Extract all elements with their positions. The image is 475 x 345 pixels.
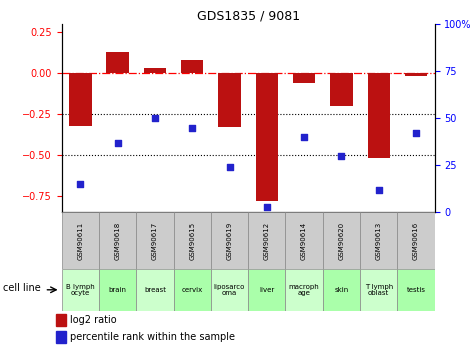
Bar bbox=[56, 314, 66, 326]
Bar bbox=[62, 269, 99, 310]
Text: macroph
age: macroph age bbox=[289, 284, 320, 296]
Bar bbox=[136, 269, 173, 310]
Text: brain: brain bbox=[109, 287, 127, 293]
Text: GSM90611: GSM90611 bbox=[77, 221, 84, 260]
Bar bbox=[144, 68, 166, 73]
Bar bbox=[256, 73, 278, 201]
Text: GSM90613: GSM90613 bbox=[376, 221, 382, 260]
Bar bbox=[330, 73, 352, 106]
Title: GDS1835 / 9081: GDS1835 / 9081 bbox=[197, 10, 300, 23]
Text: breast: breast bbox=[144, 287, 166, 293]
Text: skin: skin bbox=[334, 287, 349, 293]
Bar bbox=[397, 212, 435, 269]
Bar bbox=[136, 212, 173, 269]
Text: GSM90619: GSM90619 bbox=[227, 221, 233, 260]
Text: GSM90614: GSM90614 bbox=[301, 221, 307, 260]
Text: liver: liver bbox=[259, 287, 275, 293]
Text: GSM90616: GSM90616 bbox=[413, 221, 419, 260]
Text: GSM90618: GSM90618 bbox=[114, 221, 121, 260]
Point bbox=[263, 204, 271, 209]
Point bbox=[151, 115, 159, 121]
Bar bbox=[248, 269, 285, 310]
Text: testis: testis bbox=[407, 287, 426, 293]
Bar bbox=[293, 73, 315, 83]
Text: B lymph
ocyte: B lymph ocyte bbox=[66, 284, 95, 296]
Bar bbox=[323, 269, 360, 310]
Bar bbox=[360, 212, 397, 269]
Bar bbox=[211, 212, 248, 269]
Bar bbox=[218, 73, 241, 127]
Bar bbox=[99, 269, 136, 310]
Bar bbox=[62, 212, 99, 269]
Bar bbox=[174, 212, 211, 269]
Point bbox=[412, 130, 420, 136]
Bar bbox=[174, 269, 211, 310]
Bar bbox=[405, 73, 427, 77]
Bar bbox=[397, 269, 435, 310]
Point bbox=[114, 140, 122, 145]
Bar bbox=[360, 269, 397, 310]
Bar bbox=[99, 212, 136, 269]
Text: liposarco
oma: liposarco oma bbox=[214, 284, 245, 296]
Text: cell line: cell line bbox=[3, 283, 41, 293]
Text: GSM90617: GSM90617 bbox=[152, 221, 158, 260]
Point bbox=[226, 164, 233, 170]
Text: GSM90615: GSM90615 bbox=[189, 221, 195, 260]
Text: GSM90620: GSM90620 bbox=[338, 221, 344, 260]
Point bbox=[76, 181, 84, 187]
Point bbox=[189, 125, 196, 130]
Bar bbox=[56, 331, 66, 343]
Point bbox=[300, 134, 308, 140]
Bar bbox=[368, 73, 390, 158]
Text: T lymph
oblast: T lymph oblast bbox=[365, 284, 393, 296]
Point bbox=[375, 187, 382, 193]
Bar bbox=[106, 52, 129, 73]
Text: GSM90612: GSM90612 bbox=[264, 221, 270, 260]
Bar bbox=[211, 269, 248, 310]
Point bbox=[338, 153, 345, 158]
Bar bbox=[248, 212, 285, 269]
Bar bbox=[323, 212, 360, 269]
Bar bbox=[285, 212, 323, 269]
Bar bbox=[69, 73, 92, 126]
Bar bbox=[285, 269, 323, 310]
Bar bbox=[181, 60, 203, 73]
Text: cervix: cervix bbox=[181, 287, 203, 293]
Text: percentile rank within the sample: percentile rank within the sample bbox=[70, 332, 236, 342]
Text: log2 ratio: log2 ratio bbox=[70, 315, 117, 325]
